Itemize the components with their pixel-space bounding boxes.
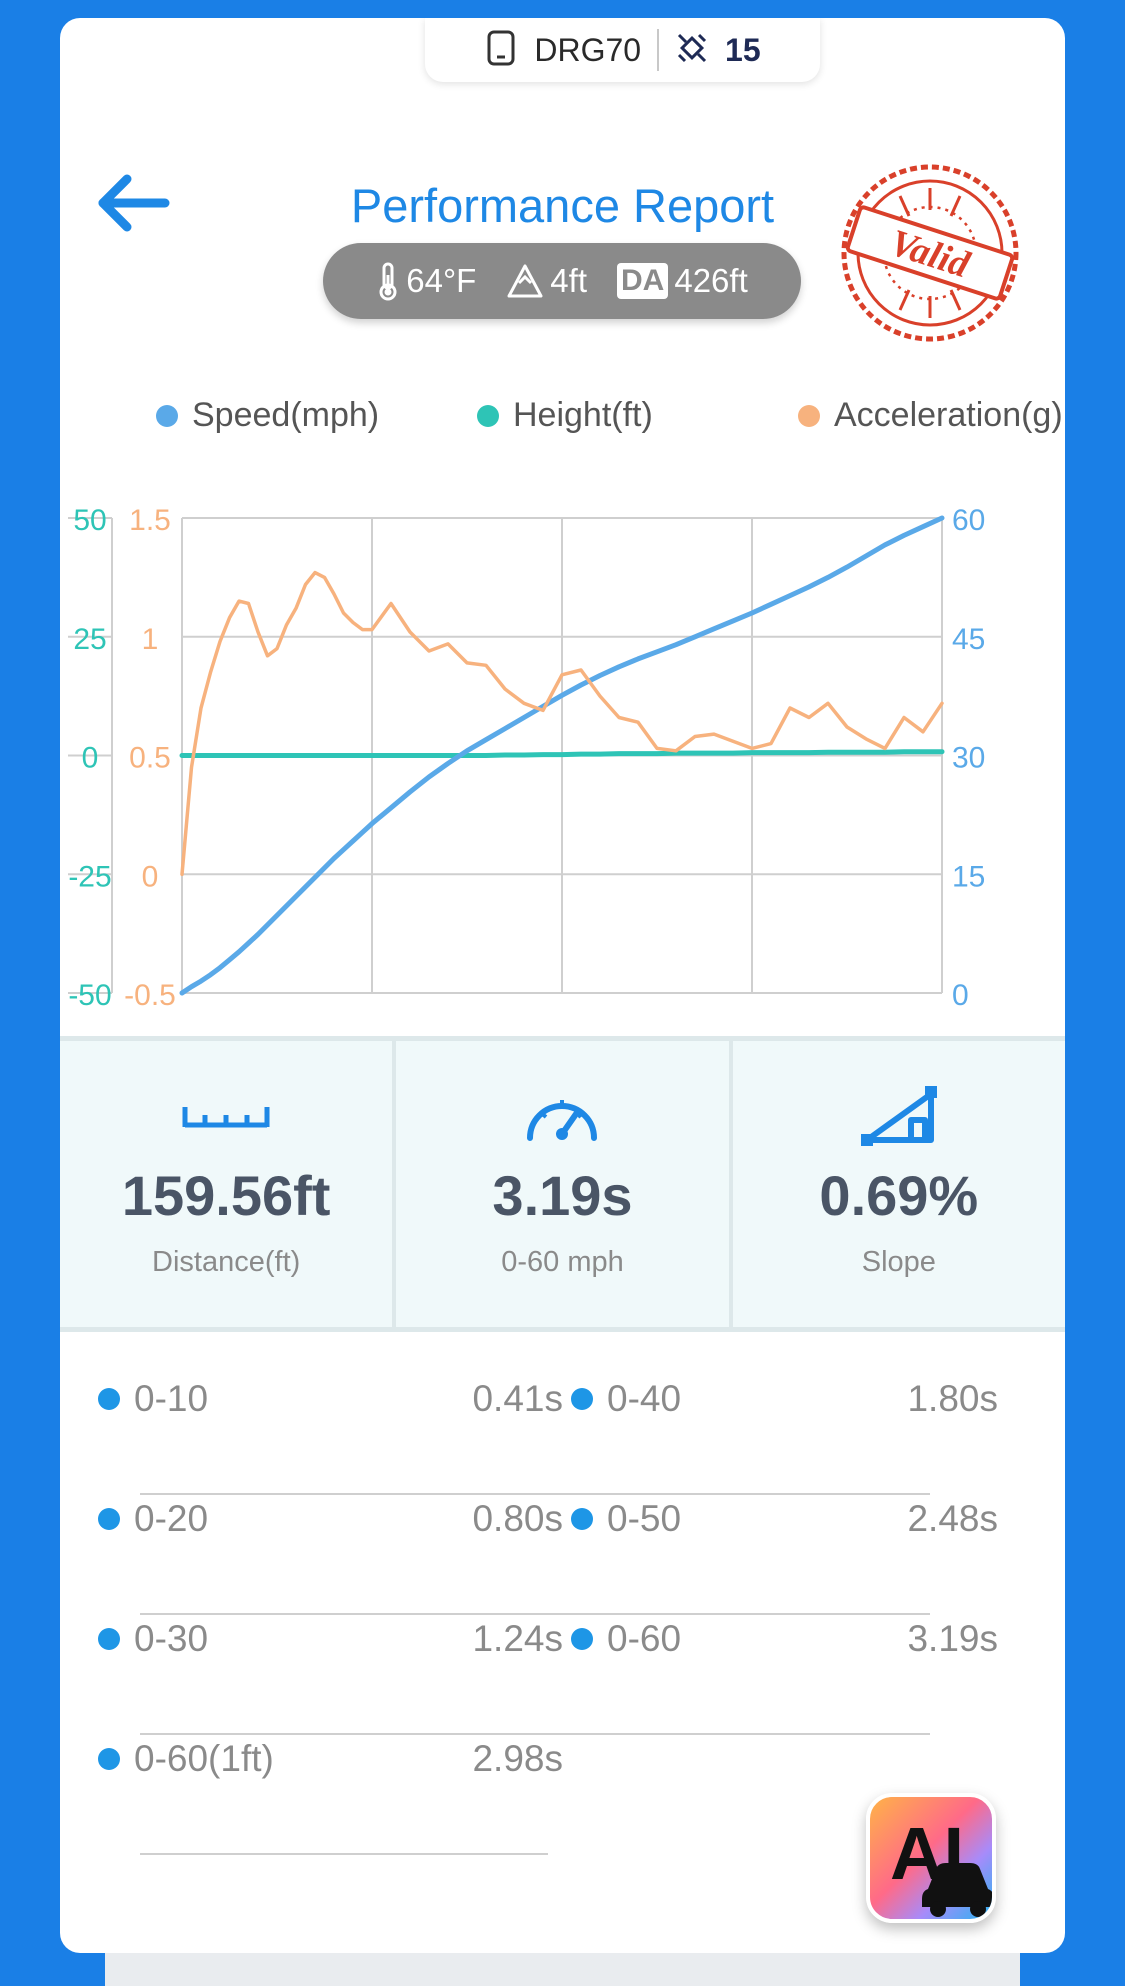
legend-height[interactable]: Height(ft) [477,396,653,435]
speed-tick-label: 0 [952,979,969,1012]
valid-stamp: Valid [841,164,1019,342]
acceleration-tick-label: 1.5 [129,504,171,537]
split-label: 0-10 [134,1378,209,1419]
split-row: 0-10 0.41s [98,1378,563,1420]
bullet-icon [571,1628,593,1650]
bullet-icon [98,1628,120,1650]
stat-distance: 159.56ft Distance(ft) [60,1041,392,1327]
bullet-icon [98,1508,120,1530]
chart-legend: Speed(mph) Height(ft) Acceleration(g) [95,396,1063,446]
phone-icon [484,29,518,72]
legend-dot [156,404,178,427]
bullet-icon [98,1748,120,1770]
satellite-icon [675,31,709,70]
conditions-bar: 64°F 4ft DA 426ft [323,243,801,319]
series-line-height [179,749,945,758]
split-row: 0-40 1.80s [571,1378,998,1420]
distance-label: Distance(ft) [152,1246,301,1278]
height-tick-label: 25 [73,623,106,656]
split-value: 1.24s [472,1618,563,1659]
split-label: 0-50 [607,1498,682,1539]
speed-tick-label: 15 [952,860,985,893]
performance-chart[interactable]: 50 25 0 -25 -50 1.5 1 0.5 0 -0.5 60 45 30 15 0 [60,473,1065,1033]
back-button[interactable] [88,168,178,238]
speedometer-icon [524,1081,600,1151]
speed-tick-label: 60 [952,504,985,537]
ruler-icon [181,1081,271,1151]
bullet-icon [98,1388,120,1410]
split-row: 0-60 3.19s [571,1618,998,1660]
device-name: DRG70 [534,31,642,68]
legend-label: Speed(mph) [192,396,380,434]
divider [657,29,660,71]
acceleration-tick-label: -0.5 [124,979,176,1012]
split-label: 0-20 [134,1498,209,1539]
density-altitude-badge: DA [617,263,669,299]
series-line-acceleration [180,570,944,877]
stat-slope: 0.69% Slope [728,1041,1065,1327]
divider [140,1613,930,1615]
split-value: 2.48s [907,1498,998,1539]
split-value: 1.80s [907,1378,998,1419]
arrow-left-icon [98,174,170,232]
split-label: 0-40 [607,1378,682,1419]
split-value: 0.41s [472,1378,563,1419]
height-tick-label: 50 [73,504,106,537]
distance-value: 159.56ft [121,1164,331,1227]
zero-to-sixty-value: 3.19s [492,1164,633,1227]
speed-tick-label: 45 [952,623,985,656]
acceleration-tick-label: 0.5 [129,742,171,775]
thermometer-icon [379,262,397,301]
legend-label: Height(ft) [513,396,653,434]
split-row: 0-30 1.24s [98,1618,563,1660]
height-tick-label: 0 [82,742,99,775]
series-line-speed [179,515,945,996]
divider [140,1853,548,1855]
altitude-value: 4ft [550,262,587,299]
slope-icon [859,1081,939,1151]
satellite-count: 15 [725,31,761,68]
split-row: 0-60(1ft) 2.98s [98,1738,563,1780]
acceleration-tick-label: 1 [142,623,159,656]
stat-zero-to-sixty: 3.19s 0-60 mph [392,1041,728,1327]
height-tick-label: -50 [68,979,111,1012]
acceleration-tick-label: 0 [142,860,159,893]
legend-dot [477,404,499,427]
split-row: 0-20 0.80s [98,1498,563,1540]
temperature-value: 64°F [406,262,477,299]
bullet-icon [571,1388,593,1410]
report-card: DRG70 15 Performance Report 64°F 4ft DA … [60,18,1065,1953]
split-label: 0-60 [607,1618,682,1659]
car-icon [922,1863,992,1917]
legend-speed[interactable]: Speed(mph) [156,396,379,435]
bottom-sheet-edge [105,1950,1020,1986]
legend-dot [798,404,820,427]
device-status-pill[interactable]: DRG70 15 [425,18,820,82]
split-value: 3.19s [907,1618,998,1659]
divider [140,1733,930,1735]
ai-assistant-button[interactable]: AI [866,1793,996,1923]
mountain-icon [507,264,543,298]
split-label: 0-60(1ft) [134,1738,274,1779]
stats-panel: 159.56ft Distance(ft) 3.19s 0-60 mph 0.6… [60,1036,1065,1332]
split-label: 0-30 [134,1618,209,1659]
split-row: 0-50 2.48s [571,1498,998,1540]
bullet-icon [571,1508,593,1530]
speed-tick-label: 30 [952,742,985,775]
slope-value: 0.69% [819,1164,979,1227]
divider [140,1493,930,1495]
page-title: Performance Report [350,179,775,232]
density-altitude-value: 426ft [674,262,748,299]
slope-label: Slope [861,1246,936,1278]
split-value: 2.98s [472,1738,563,1779]
zero-to-sixty-label: 0-60 mph [501,1246,624,1278]
height-tick-label: -25 [68,860,111,893]
legend-acceleration[interactable]: Acceleration(g) [798,396,1063,435]
split-value: 0.80s [472,1498,563,1539]
legend-label: Acceleration(g) [834,396,1063,434]
